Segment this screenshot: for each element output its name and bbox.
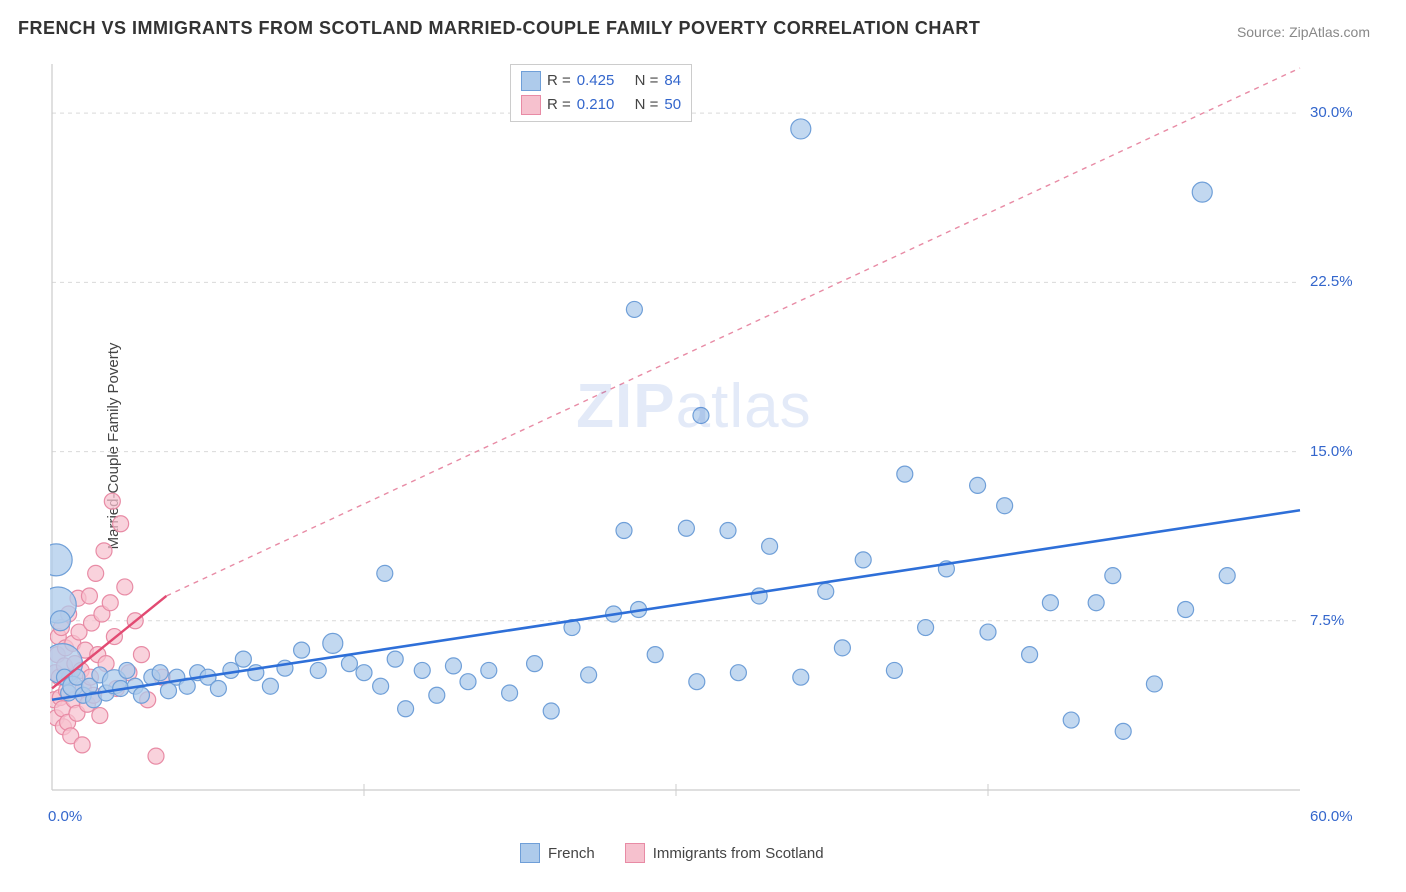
source-attribution: Source: ZipAtlas.com bbox=[1237, 24, 1370, 40]
chart-title: FRENCH VS IMMIGRANTS FROM SCOTLAND MARRI… bbox=[18, 18, 980, 39]
legend-row-french: R = 0.425 N = 84 bbox=[521, 69, 681, 93]
source-label: Source: bbox=[1237, 24, 1289, 40]
scatter-plot bbox=[50, 60, 1360, 820]
legend-item-french: French bbox=[520, 843, 595, 863]
r-value-french: 0.425 bbox=[577, 69, 615, 93]
r-label: R = bbox=[547, 69, 571, 93]
axis-tick: 0.0% bbox=[48, 808, 82, 825]
correlation-legend: R = 0.425 N = 84 R = 0.210 N = 50 bbox=[510, 64, 692, 122]
swatch-scotland bbox=[625, 843, 645, 863]
source-link[interactable]: ZipAtlas.com bbox=[1289, 24, 1370, 40]
n-label: N = bbox=[635, 69, 659, 93]
r-label: R = bbox=[547, 93, 571, 117]
n-value-french: 84 bbox=[664, 69, 681, 93]
legend-item-scotland: Immigrants from Scotland bbox=[625, 843, 824, 863]
swatch-scotland bbox=[521, 95, 541, 115]
legend-label-french: French bbox=[548, 845, 595, 862]
n-label: N = bbox=[635, 93, 659, 117]
series-legend: French Immigrants from Scotland bbox=[520, 843, 824, 863]
axis-tick: 60.0% bbox=[1310, 808, 1353, 825]
swatch-french bbox=[520, 843, 540, 863]
swatch-french bbox=[521, 71, 541, 91]
legend-label-scotland: Immigrants from Scotland bbox=[653, 845, 824, 862]
r-value-scotland: 0.210 bbox=[577, 93, 615, 117]
axis-tick: 7.5% bbox=[1310, 612, 1344, 629]
n-value-scotland: 50 bbox=[664, 93, 681, 117]
axis-tick: 15.0% bbox=[1310, 443, 1353, 460]
legend-row-scotland: R = 0.210 N = 50 bbox=[521, 93, 681, 117]
axis-tick: 30.0% bbox=[1310, 104, 1353, 121]
axis-tick: 22.5% bbox=[1310, 273, 1353, 290]
